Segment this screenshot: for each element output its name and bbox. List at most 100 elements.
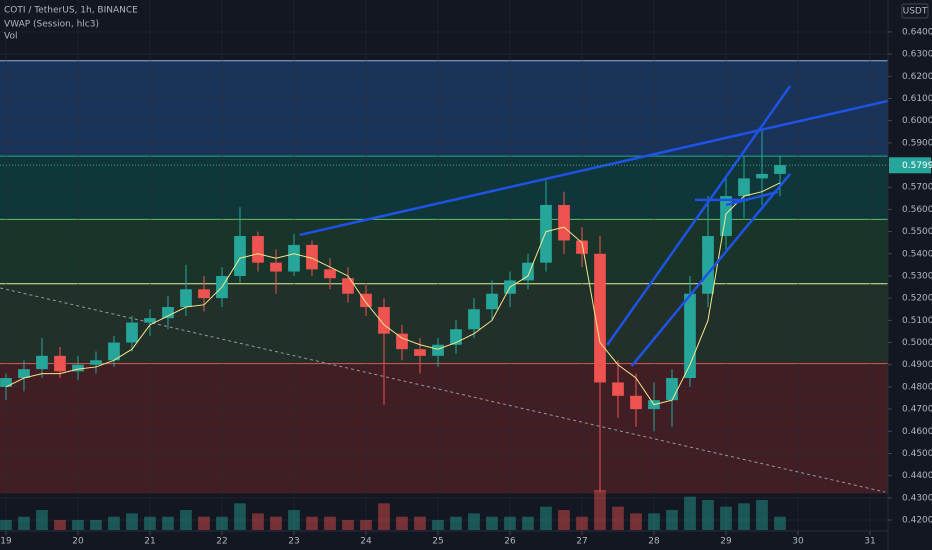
y-tick-label: 0.4900 bbox=[902, 360, 932, 370]
candle-body bbox=[756, 173, 768, 179]
volume-bar bbox=[252, 513, 264, 530]
x-tick-label: 23 bbox=[288, 537, 299, 547]
volume-bar bbox=[360, 520, 372, 530]
candle-body bbox=[468, 309, 480, 330]
y-tick-label: 0.5900 bbox=[902, 138, 932, 148]
volume-bar bbox=[702, 500, 714, 530]
trendline bbox=[630, 173, 792, 367]
zone bbox=[0, 363, 888, 494]
volume-bar bbox=[0, 520, 12, 530]
candle-body bbox=[270, 262, 282, 272]
volume-bar bbox=[396, 516, 408, 530]
volume-bar bbox=[576, 516, 588, 530]
volume-bar bbox=[54, 520, 66, 530]
candle-body bbox=[486, 293, 498, 310]
last-price-label: 0.5799 bbox=[902, 161, 932, 171]
volume-bar bbox=[324, 516, 336, 530]
y-tick-label: 0.4300 bbox=[902, 493, 932, 503]
y-tick-label: 0.6400 bbox=[902, 27, 932, 37]
candle-body bbox=[432, 344, 444, 356]
candle-body bbox=[18, 369, 30, 379]
trendline bbox=[606, 85, 792, 346]
candle-body bbox=[630, 395, 642, 410]
volume-bar bbox=[684, 496, 696, 530]
volume-bar bbox=[612, 506, 624, 530]
candle-body bbox=[108, 342, 120, 361]
x-tick-label: 31 bbox=[864, 537, 875, 547]
candle-body bbox=[774, 165, 786, 174]
candle-body bbox=[522, 262, 534, 281]
y-tick-label: 0.6200 bbox=[902, 72, 932, 82]
volume-bar bbox=[666, 510, 678, 530]
x-tick-label: 22 bbox=[216, 537, 227, 547]
x-tick-label: 30 bbox=[792, 537, 804, 547]
candle-body bbox=[396, 333, 408, 350]
trendline bbox=[299, 99, 889, 237]
candle-body bbox=[594, 253, 606, 383]
y-tick-label: 0.4700 bbox=[902, 405, 932, 415]
candle-body bbox=[252, 236, 264, 263]
y-tick-label: 0.5400 bbox=[902, 249, 932, 259]
candle-body bbox=[162, 307, 174, 319]
y-tick-label: 0.4400 bbox=[902, 471, 932, 481]
indicator-label: VWAP (Session, hlc3) bbox=[4, 20, 99, 30]
candle-body bbox=[342, 278, 354, 294]
volume-bar bbox=[180, 510, 192, 530]
zone bbox=[0, 219, 888, 284]
volume-bar bbox=[126, 513, 138, 530]
volume-bar bbox=[288, 510, 300, 530]
candle-body bbox=[540, 204, 552, 263]
volume-bar bbox=[342, 520, 354, 530]
y-tick-label: 0.5000 bbox=[902, 338, 932, 348]
y-tick-label: 0.6100 bbox=[902, 94, 932, 104]
volume-bar bbox=[414, 516, 426, 530]
volume-bar bbox=[216, 516, 228, 530]
candle-body bbox=[558, 204, 570, 241]
x-tick-label: 29 bbox=[720, 537, 732, 547]
x-tick-label: 26 bbox=[504, 537, 516, 547]
y-tick-label: 0.6000 bbox=[902, 116, 932, 126]
volume-bar bbox=[270, 516, 282, 530]
x-tick-label: 25 bbox=[432, 537, 443, 547]
y-tick-label: 0.4500 bbox=[902, 449, 932, 459]
volume-bar bbox=[486, 516, 498, 530]
volume-bar bbox=[504, 516, 516, 530]
volume-bar bbox=[468, 513, 480, 530]
chart-title: COTI / TetherUS, 1h, BINANCE bbox=[4, 6, 138, 16]
volume-bar bbox=[36, 510, 48, 530]
volume-bar bbox=[18, 516, 30, 530]
y-tick-label: 0.5600 bbox=[902, 205, 932, 215]
y-tick-label: 0.5300 bbox=[902, 271, 932, 281]
volume-bar bbox=[162, 516, 174, 530]
volume-bar bbox=[378, 503, 390, 530]
volume-bar bbox=[234, 503, 246, 530]
y-tick-label: 0.6300 bbox=[902, 50, 932, 60]
volume-bar bbox=[540, 506, 552, 530]
volume-bar bbox=[450, 516, 462, 530]
y-tick-label: 0.4600 bbox=[902, 427, 932, 437]
volume-bar bbox=[594, 490, 606, 530]
candle-body bbox=[90, 360, 102, 365]
zones bbox=[0, 60, 888, 494]
x-tick-label: 28 bbox=[648, 537, 660, 547]
volume-bar bbox=[72, 520, 84, 530]
volume-bar bbox=[720, 506, 732, 530]
y-tick-label: 0.5200 bbox=[902, 294, 932, 304]
volume-bar bbox=[522, 516, 534, 530]
volume-bar bbox=[648, 513, 660, 530]
volume-bar bbox=[90, 520, 102, 530]
candle-body bbox=[666, 378, 678, 401]
x-tick-label: 21 bbox=[144, 537, 155, 547]
candle-body bbox=[0, 378, 12, 387]
currency-box[interactable] bbox=[901, 3, 929, 19]
candle-body bbox=[360, 293, 372, 308]
trendline bbox=[725, 190, 779, 207]
currency-label[interactable]: USDT bbox=[903, 7, 928, 17]
y-tick-label: 0.5500 bbox=[902, 227, 932, 237]
last-price-box bbox=[889, 157, 931, 174]
candle-body bbox=[36, 355, 48, 370]
candle-body bbox=[576, 240, 588, 254]
volume-bar bbox=[774, 516, 786, 530]
candle-body bbox=[738, 178, 750, 197]
candle-body bbox=[54, 355, 66, 372]
